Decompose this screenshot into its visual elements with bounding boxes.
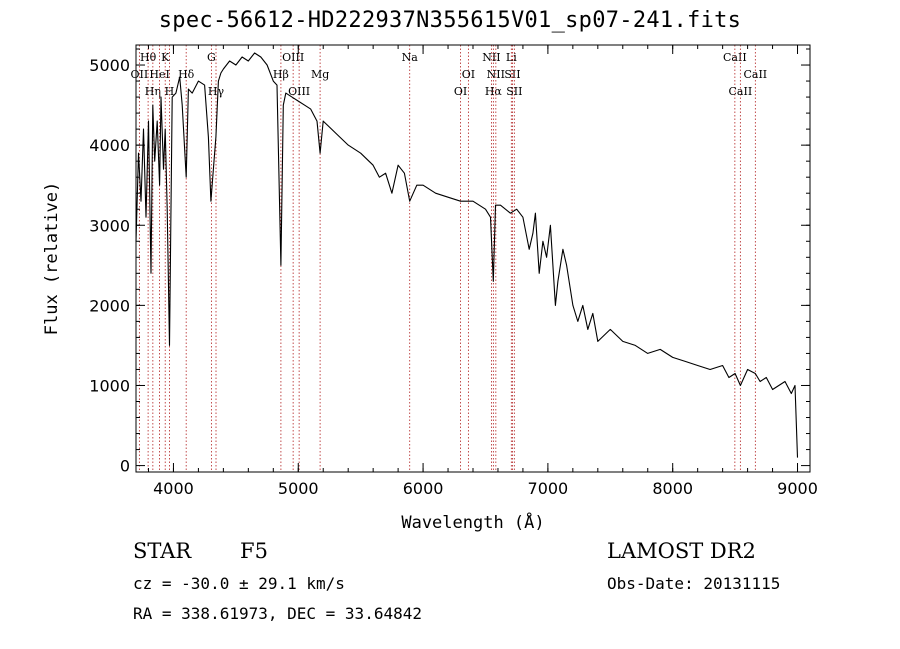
redshift-info: cz = -30.0 ± 29.1 km/s [133,574,345,593]
marker-label: Hδ [178,68,195,81]
marker-label: NII [487,68,505,81]
x-tick-label: 8000 [652,479,693,498]
marker-label: G [207,51,216,64]
marker-label: OI [462,68,475,81]
marker-label: HeI [149,68,169,81]
marker-label: Hβ [273,68,289,81]
x-axis-label: Wavelength (Å) [401,511,544,533]
plot-frame [135,44,811,473]
y-axis-label: Flux (relative) [42,182,62,336]
marker-label: H [165,85,175,98]
marker-label: OIII [282,51,304,64]
y-tick-label: 2000 [89,296,130,315]
spectral-line-markers: OIIHθHηHeIKHHδGHγHβOIIIOIIIMgNaOIOINIIHα… [131,45,767,472]
spectrum-series [135,52,799,458]
marker-label: K [161,51,170,64]
x-tick-label: 6000 [403,479,444,498]
y-tick-label: 4000 [89,136,130,155]
marker-label: CaII [723,51,747,64]
object-subclass: F5 [240,539,268,563]
marker-label: Hη [145,85,161,98]
marker-label: Na [402,51,419,64]
marker-label: Hγ [208,85,225,98]
y-tick-label: 3000 [89,216,130,235]
coordinates: RA = 338.61973, DEC = 33.64842 [133,604,422,623]
y-tick-label: 5000 [89,56,130,75]
x-tick-label: 7000 [528,479,569,498]
chart-title: spec-56612-HD222937N355615V01_sp07-241.f… [158,8,742,33]
x-tick-label: 5000 [278,479,319,498]
x-axis-ticks: 4000 5000 6000 7000 8000 9000 [147,45,818,498]
y-axis-ticks: 0 1000 2000 3000 4000 5000 [89,48,810,476]
marker-label: Mg [311,68,329,81]
marker-label: CaII [743,68,767,81]
marker-label: Hα [485,85,503,98]
y-tick-label: 0 [120,457,130,476]
marker-label: OII [131,68,149,81]
marker-label: Hθ [140,51,157,64]
marker-label: NII [482,51,500,64]
marker-label: Li [506,51,517,64]
marker-label: SII [504,68,520,81]
x-tick-label: 9000 [777,479,818,498]
spectrum-line [135,52,799,458]
y-tick-label: 1000 [89,376,130,395]
marker-label: OI [454,85,467,98]
observation-date: Obs-Date: 20131115 [607,574,781,593]
marker-label: SII [506,85,522,98]
marker-label: CaII [729,85,753,98]
survey-name: LAMOST DR2 [607,539,756,563]
object-class: STAR [133,539,192,563]
x-tick-label: 4000 [153,479,194,498]
marker-label: OIII [288,85,310,98]
